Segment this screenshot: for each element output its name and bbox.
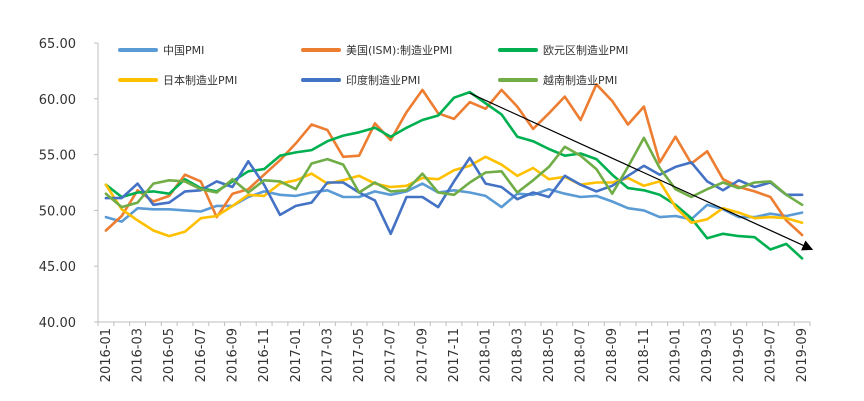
legend-label-1: 美国(ISM):制造业PMI (346, 43, 452, 57)
x-tick-label: 2017-03 (320, 328, 335, 382)
x-tick-label: 2016-11 (257, 328, 272, 382)
series-line-1 (104, 83, 804, 237)
x-tick-label: 2017-07 (384, 328, 399, 382)
x-tick-label: 2016-03 (131, 328, 146, 382)
y-tick-label: 60.00 (39, 93, 76, 108)
y-tick-label: 45.00 (39, 260, 76, 275)
series-line-3 (104, 155, 804, 238)
x-tick-label: 2017-09 (415, 328, 430, 382)
x-tick-label: 2019-07 (763, 328, 778, 382)
x-tick-label: 2017-01 (289, 328, 304, 382)
trend-arrow (469, 92, 814, 251)
x-tick-label: 2016-09 (225, 328, 240, 382)
x-tick-label: 2019-03 (700, 328, 715, 382)
series-line-5 (104, 136, 804, 209)
x-tick-label: 2017-05 (352, 328, 367, 382)
y-tick-label: 40.00 (39, 316, 76, 331)
x-tick-label: 2018-01 (479, 328, 494, 382)
axes: 40.00 45.00 50.00 55.00 60.00 65.00 2016-01 201… (39, 37, 811, 382)
legend: 中国PMI 美国(ISM):制造业PMI 欧元区制造业PMI 日本制造业PMI 印度制造… (118, 43, 628, 87)
legend-label-2: 欧元区制造业PMI (543, 43, 628, 57)
x-tick-label: 2017-11 (447, 328, 462, 382)
y-tick-label: 55.00 (39, 149, 76, 164)
legend-label-0: 中国PMI (163, 44, 204, 57)
y-tick-label: 65.00 (39, 37, 76, 52)
legend-label-3: 日本制造业PMI (163, 73, 237, 87)
x-tick-label: 2019-09 (795, 328, 810, 382)
x-tick-label: 2018-11 (637, 328, 652, 382)
x-tick-label: 2018-09 (605, 328, 620, 382)
legend-label-4: 印度制造业PMI (346, 73, 420, 87)
x-tick-label: 2019-05 (732, 328, 747, 382)
legend-label-5: 越南制造业PMI (543, 73, 617, 87)
x-tick-label: 2018-07 (574, 328, 589, 382)
x-tick-label: 2016-07 (194, 328, 209, 382)
annotations (469, 92, 814, 251)
series-layer (104, 83, 804, 260)
x-tick-label: 2016-01 (99, 328, 114, 382)
x-tick-label: 2016-05 (162, 328, 177, 382)
x-tick-label: 2018-03 (510, 328, 525, 382)
x-tick-label: 2019-01 (669, 328, 684, 382)
x-tick-label: 2018-05 (542, 328, 557, 382)
series-line-4 (104, 156, 804, 236)
y-tick-label: 50.00 (39, 204, 76, 219)
